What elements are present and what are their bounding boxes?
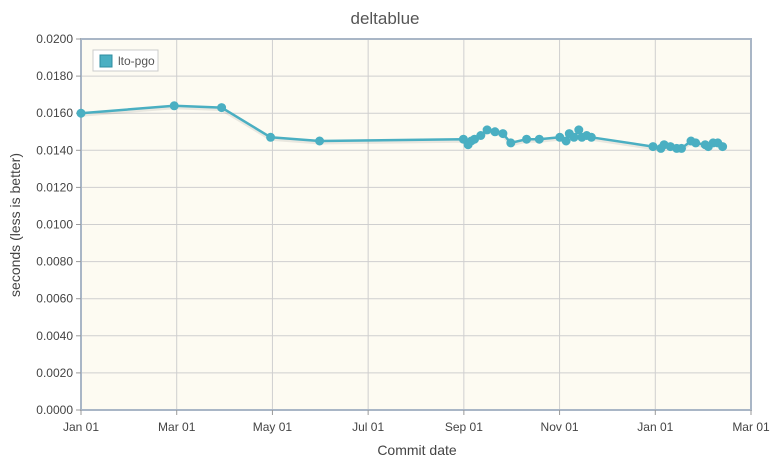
series-layer bbox=[76, 101, 728, 153]
data-point[interactable] bbox=[169, 101, 179, 111]
y-tick-label: 0.0140 bbox=[36, 143, 73, 157]
x-tick-label: Jan 01 bbox=[637, 420, 673, 434]
y-tick-label: 0.0180 bbox=[36, 69, 73, 83]
y-tick-label: 0.0060 bbox=[36, 292, 73, 306]
x-tick-label: Jul 01 bbox=[352, 420, 384, 434]
data-point[interactable] bbox=[677, 143, 686, 153]
data-point[interactable] bbox=[476, 131, 486, 140]
legend-label: lto-pgo bbox=[118, 54, 155, 68]
data-point[interactable] bbox=[522, 134, 532, 144]
data-point[interactable] bbox=[217, 103, 227, 113]
y-tick-label: 0.0040 bbox=[36, 329, 73, 343]
data-point[interactable] bbox=[586, 132, 596, 142]
data-point[interactable] bbox=[490, 127, 500, 137]
x-tick-label: Sep 01 bbox=[445, 420, 483, 434]
y-tick-label: 0.0160 bbox=[36, 106, 73, 120]
x-axis-title: Commit date bbox=[377, 442, 457, 458]
data-point[interactable] bbox=[506, 138, 516, 148]
y-tick-label: 0.0020 bbox=[36, 366, 73, 380]
data-point[interactable] bbox=[561, 136, 571, 146]
data-point[interactable] bbox=[534, 134, 544, 144]
y-axis: 0.0000 0.0020 0.0040 0.0060 0.0080 0.0100 0.01… bbox=[36, 32, 81, 417]
data-point[interactable] bbox=[498, 129, 508, 139]
x-axis: Jan 01 Mar 01 May 01 Jul 01 Sep 01 Nov 01 Jan … bbox=[63, 410, 770, 434]
data-point[interactable] bbox=[569, 132, 579, 142]
data-point[interactable] bbox=[648, 142, 658, 152]
y-tick-label: 0.0080 bbox=[36, 255, 73, 269]
y-tick-label: 0.0120 bbox=[36, 180, 73, 194]
x-tick-label: Jan 01 bbox=[63, 420, 99, 434]
legend-swatch bbox=[99, 54, 113, 68]
data-point[interactable] bbox=[76, 108, 86, 118]
data-point[interactable] bbox=[574, 125, 584, 135]
y-axis-title: seconds (less is better) bbox=[7, 153, 23, 297]
data-point[interactable] bbox=[718, 142, 728, 152]
grid-lines bbox=[81, 39, 751, 410]
y-tick-label: 0.0200 bbox=[36, 32, 73, 46]
data-point[interactable] bbox=[315, 136, 325, 146]
y-tick-label: 0.0100 bbox=[36, 218, 73, 232]
data-point[interactable] bbox=[266, 132, 276, 142]
x-tick-label: Nov 01 bbox=[541, 420, 579, 434]
x-tick-label: Mar 01 bbox=[158, 420, 196, 434]
y-tick-label: 0.0000 bbox=[36, 403, 73, 417]
chart-title: deltablue bbox=[350, 9, 419, 28]
data-point[interactable] bbox=[482, 125, 492, 135]
data-point[interactable] bbox=[691, 138, 701, 148]
legend[interactable]: lto-pgo bbox=[92, 49, 159, 72]
x-tick-label: Mar 01 bbox=[732, 420, 770, 434]
x-tick-label: May 01 bbox=[253, 420, 293, 434]
